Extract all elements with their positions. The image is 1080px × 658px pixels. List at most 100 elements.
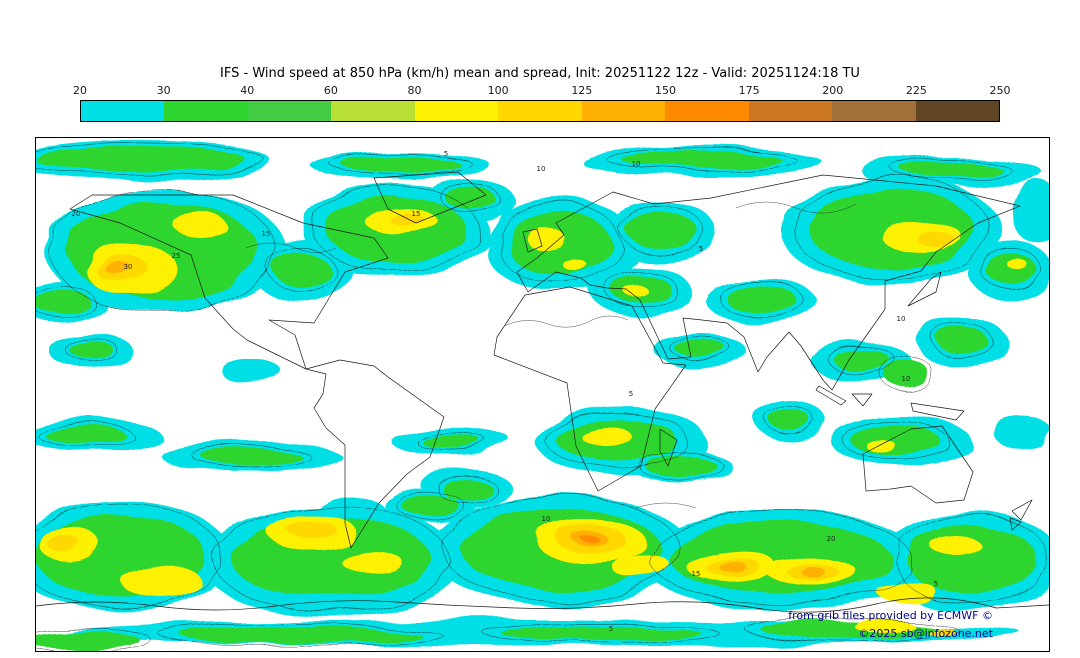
contour-label: 10 [632, 160, 641, 168]
colorbar-segment [247, 101, 332, 121]
coastline-sumatra [815, 385, 847, 406]
coastline-africa [493, 286, 687, 492]
colorbar-tick: 250 [989, 84, 1011, 97]
contour-label: 15 [262, 230, 271, 238]
colorbar-segment [915, 101, 999, 121]
wind-speed-region [901, 160, 1001, 178]
wind-speed-map: 5 10 10 20 15 15 5 10 10 5 10 15 20 5 5 25 30 [36, 141, 1049, 651]
spread-contour [330, 153, 473, 175]
wind-speed-region [341, 549, 401, 573]
wind-speed-region [50, 537, 82, 555]
coastline-new-zealand [1009, 499, 1033, 531]
wind-speed-region [851, 427, 941, 455]
spread-contour [794, 176, 988, 282]
wind-speed-region [866, 440, 896, 452]
spread-contour [36, 627, 152, 651]
wind-speed-region [621, 150, 781, 168]
wind-speed-region [564, 260, 588, 272]
wind-speed-region [103, 259, 129, 273]
spread-contour-indian-ocean [635, 502, 697, 509]
wind-speed-region [1011, 179, 1049, 243]
contour-label: 25 [172, 252, 181, 260]
contour-value-labels: 5 10 10 20 15 15 5 10 10 5 10 15 20 5 5 25 30 [72, 150, 939, 633]
spread-contour [482, 622, 720, 644]
contour-label: 15 [412, 210, 421, 218]
contour-label: 5 [444, 150, 448, 158]
colorbar-segment [665, 101, 749, 121]
wind-speed-region [221, 359, 281, 383]
wind-speed-region [446, 189, 496, 209]
colorbar-tick: 100 [487, 84, 509, 97]
spread-contour [619, 205, 703, 253]
wind-speed-region [581, 426, 631, 446]
wind-speed-region [441, 477, 491, 499]
attribution-source: from grib files provided by ECMWF © [788, 609, 993, 622]
colorbar-tick: 225 [905, 84, 927, 97]
colorbar-tick: 200 [822, 84, 844, 97]
chart-title: IFS - Wind speed at 850 hPa (km/h) mean … [220, 66, 860, 81]
spread-contour [879, 354, 933, 392]
wind-speed-region [36, 288, 89, 314]
colorbar-segment [748, 101, 833, 121]
spread-contour [606, 147, 796, 171]
coastlines [36, 171, 1049, 613]
wind-speed-region [181, 626, 421, 644]
colorbar [80, 100, 1000, 122]
spread-contour [159, 623, 443, 647]
coastline-japan [907, 271, 942, 307]
wind-speed-region [36, 631, 141, 651]
colorbar-segment [581, 101, 666, 121]
contour-label: 5 [609, 625, 613, 633]
contour-label: 20 [72, 210, 81, 218]
spread-contour [442, 496, 680, 602]
spread-contour [639, 450, 723, 482]
colorbar-segment [81, 101, 165, 121]
wind-speed-region [121, 565, 201, 597]
spread-contour [64, 337, 118, 361]
colorbar-tick: 30 [156, 84, 171, 97]
wind-speed-region [851, 616, 911, 630]
contour-label: 10 [897, 315, 906, 323]
coastline-north-america [69, 194, 389, 370]
spread-contour-north-america [245, 242, 337, 253]
coastline-britain [522, 228, 543, 253]
spread-contour [397, 490, 465, 522]
spread-contour-siberia [735, 201, 857, 214]
spread-contour [267, 247, 335, 290]
wind-speed-region [501, 625, 701, 641]
wind-speed-region [884, 359, 928, 387]
spread-contour [441, 185, 501, 213]
wind-speed-region [991, 416, 1049, 446]
colorbar-tick: 125 [571, 84, 593, 97]
spread-contour [827, 344, 895, 374]
spread-contour [671, 335, 731, 363]
wind-speed-region [273, 253, 329, 285]
wind-speed-region [676, 339, 726, 359]
colorbar-tick: 60 [323, 84, 338, 97]
spread-contour [981, 247, 1041, 290]
wind-speed-region [918, 231, 954, 247]
spread-contour-lines [36, 144, 1048, 651]
spread-contour [891, 157, 1011, 181]
spread-contour [497, 202, 621, 286]
world-map-panel: 5 10 10 20 15 15 5 10 10 5 10 15 20 5 5 25 30 from grib … [35, 137, 1050, 652]
contour-label: 5 [699, 245, 703, 253]
wind-speed-region [927, 626, 955, 636]
wind-speed-region [611, 554, 671, 578]
wind-speed-region [801, 567, 825, 577]
wind-speed-region [580, 535, 598, 541]
contour-label: 5 [629, 390, 633, 398]
coastline-greenland [373, 171, 487, 224]
wind-speed-fill-contours [36, 141, 1049, 651]
spread-contour [651, 512, 912, 607]
wind-speed-region [341, 156, 461, 172]
wind-speed-region [69, 340, 113, 358]
wind-speed-region [421, 434, 481, 448]
colorbar-segment [164, 101, 248, 121]
contour-label: 20 [827, 535, 836, 543]
wind-speed-region [46, 426, 126, 446]
colorbar-segment [331, 101, 415, 121]
wind-speed-region [646, 454, 716, 478]
wind-speed-region [771, 410, 811, 432]
